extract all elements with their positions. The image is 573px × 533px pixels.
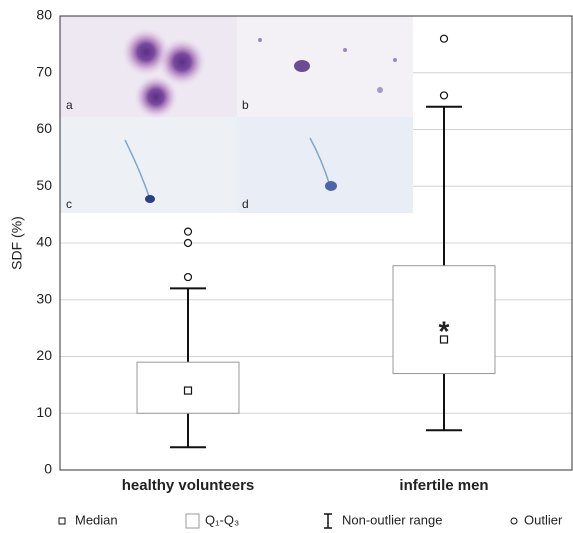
y-tick-label: 0	[44, 461, 52, 477]
sperm-tail	[124, 139, 151, 200]
y-tick-label: 60	[36, 120, 52, 136]
sperm-head	[145, 195, 155, 203]
debris	[343, 48, 347, 52]
legend-whisker-icon	[324, 513, 332, 529]
debris	[258, 38, 262, 42]
legend-box-icon	[185, 513, 200, 529]
legend-median-icon	[58, 517, 66, 525]
y-tick-label: 70	[36, 63, 52, 79]
outlier	[439, 91, 449, 100]
y-tick-label: 50	[36, 177, 52, 193]
cell-halo	[158, 38, 206, 86]
legend: Median Q₁-Q₃ Non-outlier range Outlier	[58, 512, 563, 529]
plot-frame	[59, 15, 573, 471]
x-tick-label: infertile men	[399, 477, 488, 494]
legend-label: Non-outlier range	[342, 512, 442, 527]
panel-d	[237, 117, 413, 213]
panel-label: a	[66, 98, 73, 112]
y-axis-label: SDF (%)	[9, 216, 25, 270]
outlier	[183, 238, 193, 248]
annotation: *	[439, 316, 450, 347]
outlier	[183, 272, 193, 282]
legend-label: Median	[75, 512, 118, 527]
y-tick-label: 20	[36, 347, 52, 363]
outlier	[439, 34, 449, 43]
box	[392, 265, 496, 375]
outlier	[183, 227, 193, 236]
sperm-head	[325, 181, 337, 191]
panel-label: c	[66, 197, 72, 211]
legend-outlier-icon	[510, 517, 518, 525]
median	[439, 335, 449, 344]
debris	[393, 58, 397, 62]
panel-b	[237, 16, 413, 117]
micrograph-inset	[60, 16, 413, 213]
y-tick-label: 40	[36, 234, 52, 250]
panel-label: d	[242, 197, 249, 211]
y-tick-label: 30	[36, 290, 52, 306]
cell	[294, 60, 310, 72]
y-tick-label: 80	[36, 7, 52, 23]
cell-halo	[134, 75, 178, 119]
legend-label: Outlier	[524, 512, 563, 527]
debris	[377, 87, 383, 93]
y-tick-label: 10	[36, 404, 52, 420]
median	[183, 386, 193, 395]
cell-halo	[122, 28, 170, 76]
panel-label: b	[242, 98, 249, 112]
legend-label: Q₁-Q₃	[205, 512, 239, 527]
x-tick-label: healthy volunteers	[122, 477, 255, 494]
